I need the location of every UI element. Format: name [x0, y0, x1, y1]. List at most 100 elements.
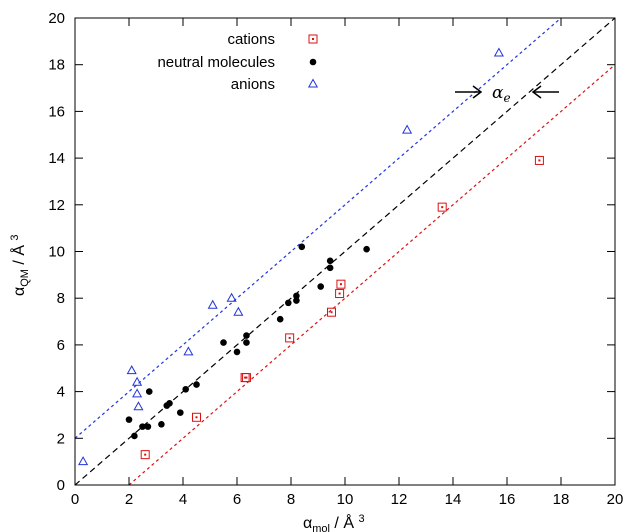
point-series0-8-box — [437, 202, 447, 212]
point-series0-10-box — [625, 121, 633, 129]
reference-line-upper — [75, 18, 562, 439]
x-tick-label-7: 14 — [445, 491, 462, 508]
point-series1-19 — [298, 243, 306, 251]
point-series1-22 — [326, 257, 334, 265]
point-series1-14 — [243, 339, 250, 346]
point-series0-5-dot — [330, 311, 333, 314]
legend-marker-2 — [307, 78, 319, 88]
point-series0-4-dot — [288, 336, 291, 339]
alpha-e-annotation: αe — [455, 83, 559, 105]
y-axis-label: αQM / Å 3 — [9, 234, 31, 296]
point-series0-4 — [285, 333, 295, 343]
x-axis-label: αmol / Å 3 — [303, 513, 365, 532]
y-tick-label-9: 18 — [48, 57, 65, 74]
x-tick-label-6: 12 — [391, 491, 408, 508]
point-series0-0-box — [140, 450, 150, 460]
y-tick-label-2: 4 — [57, 384, 65, 401]
point-series1-5 — [158, 420, 165, 428]
point-series1-13 — [243, 332, 250, 339]
x-tick-labels: 0 2 4 6 8 10 12 14 16 18 20 — [71, 491, 624, 508]
point-series2-4 — [133, 401, 144, 411]
point-series0-4-box — [285, 333, 295, 343]
point-series0-6-dot — [338, 292, 341, 295]
point-series1-10 — [193, 381, 200, 388]
point-series2-8 — [233, 306, 244, 316]
y-tick-label-5: 10 — [48, 244, 65, 261]
point-series1-20 — [317, 283, 325, 290]
point-series0-6-box — [335, 289, 345, 299]
point-series0-0 — [140, 450, 150, 460]
point-series0-6 — [335, 289, 345, 299]
point-series1-21 — [326, 264, 334, 272]
point-series2-9 — [402, 124, 413, 134]
y-tick-label-3: 6 — [57, 337, 65, 354]
reference-line-diagonal — [75, 18, 615, 485]
point-series2-6 — [207, 299, 218, 309]
point-series1-15 — [276, 315, 284, 323]
legend-label-neutral-molecules: neutral molecules — [157, 54, 275, 71]
point-series0-7 — [336, 279, 346, 289]
y-tick-labels: 0 2 4 6 8 10 12 14 16 18 20 — [48, 10, 65, 494]
point-series1-4 — [145, 388, 153, 395]
point-series0-10-dot — [628, 124, 630, 126]
legend: cations neutral molecules anions — [157, 31, 319, 93]
point-series2-2 — [132, 376, 143, 386]
y-tick-label-4: 8 — [57, 290, 65, 307]
point-series1-1 — [131, 432, 138, 440]
y-tick-label-6: 12 — [48, 197, 65, 214]
point-series0-9-dot — [538, 159, 541, 162]
axis-ticks — [74, 17, 616, 486]
legend-marker-0-dot — [312, 38, 314, 40]
data-points — [78, 47, 633, 466]
legend-label-cations: cations — [227, 31, 275, 48]
x-tick-label-9: 18 — [553, 491, 570, 508]
point-series1-0 — [125, 416, 133, 423]
point-series0-7-dot — [339, 283, 342, 286]
point-series2-7 — [226, 292, 237, 302]
annotation-label: αe — [492, 83, 511, 105]
y-tick-label-10: 20 — [48, 10, 65, 27]
x-tick-label-2: 4 — [179, 491, 187, 508]
point-series0-3-box — [241, 373, 251, 383]
x-tick-label-0: 0 — [71, 491, 79, 508]
point-series1-17 — [293, 292, 300, 300]
x-tick-label-8: 16 — [499, 491, 516, 508]
point-series2-3 — [132, 388, 143, 398]
x-tick-label-1: 2 — [125, 491, 133, 508]
point-series0-2-dot — [244, 376, 247, 379]
annotation-right-arrow-head — [531, 85, 542, 99]
x-tick-label-3: 6 — [233, 491, 241, 508]
legend-marker-0-box — [308, 34, 318, 44]
y-tick-label-7: 14 — [48, 150, 65, 167]
point-series1-7 — [166, 399, 173, 407]
point-series0-0-dot — [144, 453, 147, 456]
point-series1-16 — [285, 299, 292, 307]
point-series0-3 — [241, 373, 251, 383]
point-series1-3 — [144, 423, 152, 430]
point-series2-1 — [126, 365, 137, 375]
point-series0-5 — [327, 307, 336, 317]
point-series0-9-box — [534, 155, 544, 165]
x-tick-label-5: 10 — [337, 491, 354, 508]
point-series2-0 — [78, 456, 89, 466]
legend-marker-0 — [308, 34, 318, 44]
point-series0-5-box — [327, 307, 336, 317]
point-series1-11 — [220, 339, 227, 346]
point-series1-12 — [233, 348, 241, 356]
point-series1-23 — [363, 245, 370, 253]
legend-label-anions: anions — [231, 76, 275, 93]
point-series1-2 — [139, 423, 146, 430]
point-series1-9 — [182, 385, 189, 393]
point-series0-1 — [192, 412, 201, 422]
point-series0-8 — [437, 202, 447, 212]
annotation-left-arrow-head — [472, 85, 483, 99]
legend-markers — [307, 34, 319, 88]
y-tick-label-8: 16 — [48, 103, 65, 120]
reference-line-lower — [128, 64, 615, 485]
point-series1-8 — [177, 409, 184, 416]
point-series0-3-dot — [245, 376, 248, 379]
point-series0-7-box — [336, 279, 346, 289]
legend-marker-1 — [309, 58, 317, 66]
point-series0-8-dot — [441, 206, 444, 209]
